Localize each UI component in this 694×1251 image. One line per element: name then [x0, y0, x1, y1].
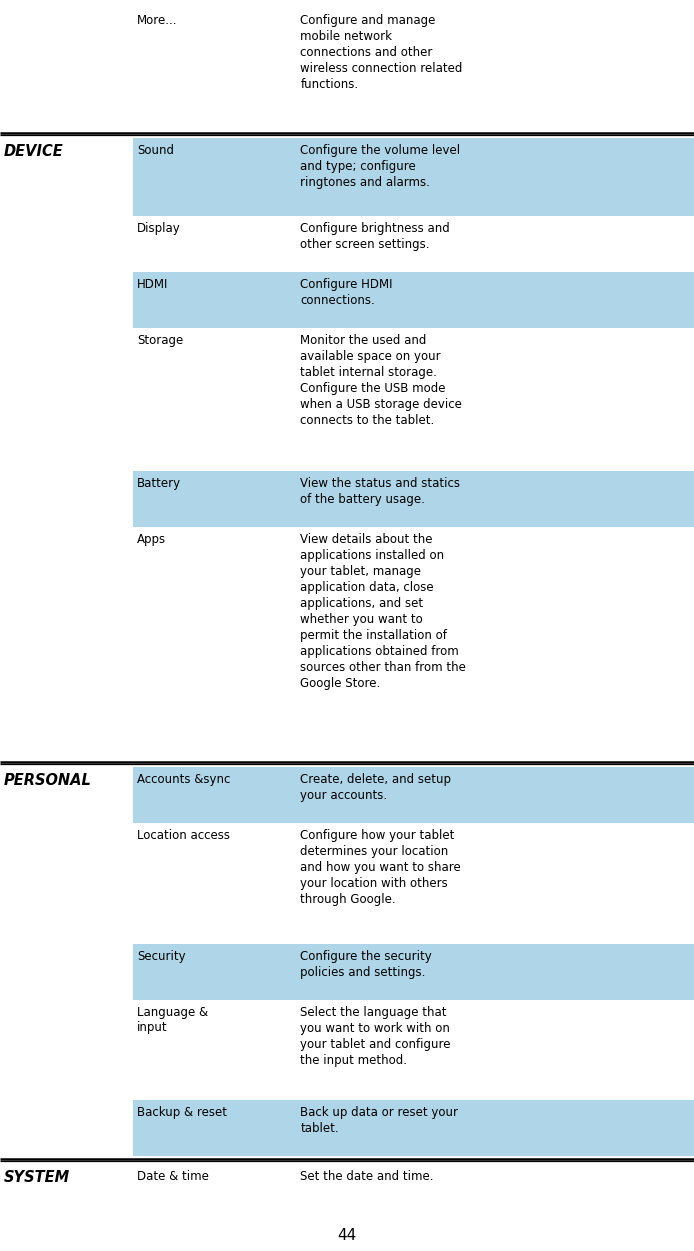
Text: PERSONAL: PERSONAL — [4, 773, 92, 788]
Bar — [133, 138, 694, 215]
Text: Configure the security
policies and settings.: Configure the security policies and sett… — [301, 951, 432, 980]
Text: Display: Display — [137, 221, 181, 235]
Text: Accounts &sync: Accounts &sync — [137, 773, 230, 786]
Bar — [133, 1101, 694, 1156]
Bar — [133, 271, 694, 328]
Text: Sound: Sound — [137, 144, 174, 156]
Text: Location access: Location access — [137, 828, 230, 842]
Bar — [133, 472, 694, 528]
Text: Configure and manage
mobile network
connections and other
wireless connection re: Configure and manage mobile network conn… — [301, 14, 463, 91]
Text: Security: Security — [137, 951, 186, 963]
Text: Date & time: Date & time — [137, 1170, 209, 1183]
Text: HDMI: HDMI — [137, 278, 169, 290]
Text: Apps: Apps — [137, 533, 167, 547]
Text: Configure HDMI
connections.: Configure HDMI connections. — [301, 278, 393, 306]
Text: More...: More... — [137, 14, 178, 28]
Text: SYSTEM: SYSTEM — [4, 1170, 70, 1185]
Text: Language &
input: Language & input — [137, 1007, 208, 1035]
Text: Battery: Battery — [137, 478, 181, 490]
Text: Back up data or reset your
tablet.: Back up data or reset your tablet. — [301, 1106, 459, 1136]
Text: 44: 44 — [337, 1228, 357, 1243]
Text: Configure how your tablet
determines your location
and how you want to share
you: Configure how your tablet determines you… — [301, 828, 462, 906]
Text: Set the date and time.: Set the date and time. — [301, 1170, 434, 1183]
Text: Configure the volume level
and type; configure
ringtones and alarms.: Configure the volume level and type; con… — [301, 144, 461, 189]
Bar — [133, 767, 694, 823]
Text: View the status and statics
of the battery usage.: View the status and statics of the batte… — [301, 478, 460, 507]
Text: Backup & reset: Backup & reset — [137, 1106, 228, 1120]
Text: Monitor the used and
available space on your
tablet internal storage.
Configure : Monitor the used and available space on … — [301, 334, 462, 427]
Text: View details about the
applications installed on
your tablet, manage
application: View details about the applications inst… — [301, 533, 466, 691]
Text: Storage: Storage — [137, 334, 184, 347]
Text: DEVICE: DEVICE — [4, 144, 64, 159]
Text: Create, delete, and setup
your accounts.: Create, delete, and setup your accounts. — [301, 773, 451, 802]
Text: Select the language that
you want to work with on
your tablet and configure
the : Select the language that you want to wor… — [301, 1007, 451, 1067]
Text: Configure brightness and
other screen settings.: Configure brightness and other screen se… — [301, 221, 450, 250]
Bar — [133, 945, 694, 1001]
